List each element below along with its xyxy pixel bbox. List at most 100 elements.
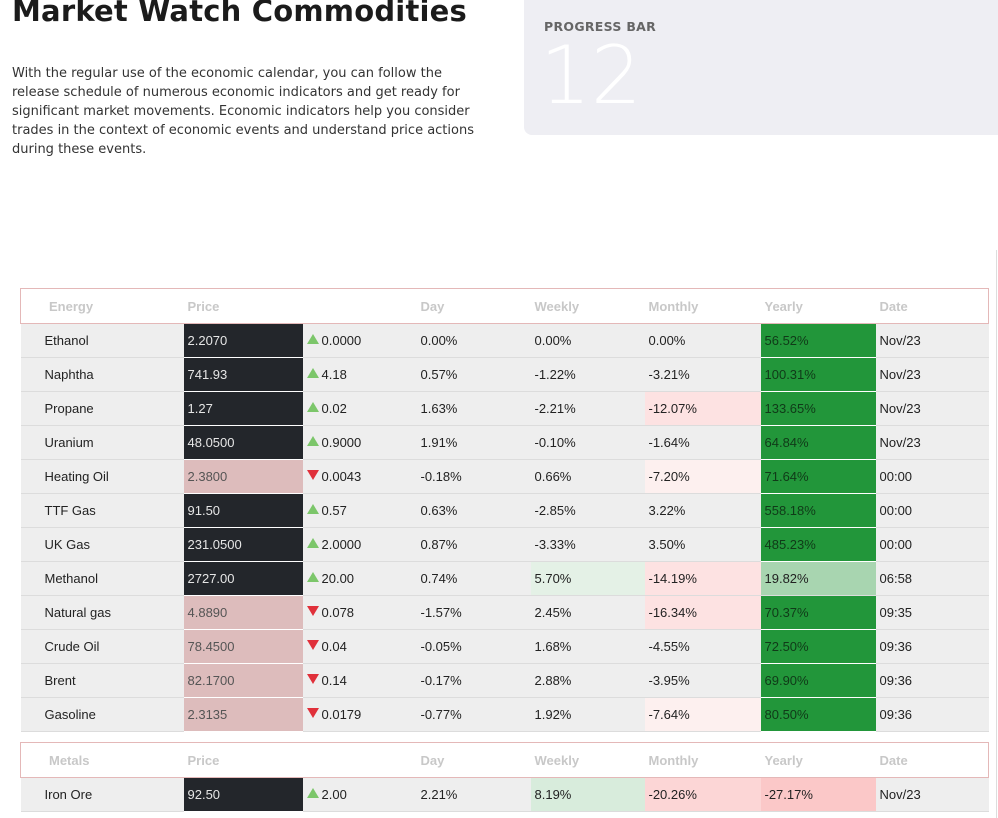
yearly-change: 64.84% — [760, 425, 876, 460]
table-row[interactable]: Crude Oil 78.4500 0.04 -0.05% 1.68% -4.55% 72.… — [20, 629, 989, 664]
table-row[interactable]: UK Gas 231.0500 2.0000 0.87% -3.33% 3.50% 485.… — [20, 527, 989, 562]
monthly-change: -14.19% — [644, 561, 761, 596]
change-value: 2.00 — [321, 787, 347, 802]
change-cell: 2.0000 — [302, 527, 417, 562]
price-cell: 78.4500 — [183, 629, 303, 664]
table-row[interactable]: Brent 82.1700 0.14 -0.17% 2.88% -3.95% 69.90% 0… — [20, 663, 989, 698]
commodity-name: Natural gas — [20, 595, 184, 630]
date-cell: 09:36 — [875, 697, 989, 732]
yearly-change: 69.90% — [760, 663, 876, 698]
change-cell: 0.078 — [302, 595, 417, 630]
date-cell: 00:00 — [875, 527, 989, 562]
column-header[interactable]: Energy — [20, 288, 184, 324]
day-change: 2.21% — [416, 777, 531, 812]
date-cell: 06:58 — [875, 561, 989, 596]
column-header[interactable]: Day — [416, 288, 531, 324]
day-change: 0.74% — [416, 561, 531, 596]
date-cell: 09:36 — [875, 629, 989, 664]
day-change: 0.00% — [416, 323, 531, 358]
monthly-change: -7.64% — [644, 697, 761, 732]
metals-table: Metals Price Day Weekly Monthly Yearly Date Iro… — [20, 742, 989, 812]
change-cell: 0.57 — [302, 493, 417, 528]
table-row[interactable]: Ethanol 2.2070 0.0000 0.00% 0.00% 0.00% 56.52%… — [20, 323, 989, 358]
arrow-up-icon — [306, 334, 319, 344]
commodity-name: Methanol — [20, 561, 184, 596]
scrollbar-track[interactable] — [996, 250, 997, 818]
weekly-change: 0.00% — [530, 323, 645, 358]
weekly-change: -2.21% — [530, 391, 645, 426]
commodity-name: Brent — [20, 663, 184, 698]
table-row[interactable]: Gasoline 2.3135 0.0179 -0.77% 1.92% -7.64% 80.… — [20, 697, 989, 732]
monthly-change: -7.20% — [644, 459, 761, 494]
weekly-change: 1.92% — [530, 697, 645, 732]
column-header[interactable]: Price — [183, 288, 303, 324]
date-cell: 00:00 — [875, 459, 989, 494]
date-cell: Nov/23 — [875, 357, 989, 392]
price-cell: 2.3135 — [183, 697, 303, 732]
column-header[interactable]: Price — [183, 742, 303, 778]
arrow-up-icon — [306, 504, 319, 514]
day-change: -0.77% — [416, 697, 531, 732]
column-header[interactable]: Monthly — [644, 288, 761, 324]
monthly-change: -4.55% — [644, 629, 761, 664]
monthly-change: -3.21% — [644, 357, 761, 392]
change-value: 0.57 — [321, 503, 347, 518]
commodity-name: Propane — [20, 391, 184, 426]
column-header[interactable]: Yearly — [760, 742, 876, 778]
date-cell: 00:00 — [875, 493, 989, 528]
monthly-change: -1.64% — [644, 425, 761, 460]
column-header[interactable] — [302, 288, 417, 324]
change-cell: 0.0000 — [302, 323, 417, 358]
table-row[interactable]: Heating Oil 2.3800 0.0043 -0.18% 0.66% -7.20%… — [20, 459, 989, 494]
arrow-down-icon — [306, 640, 319, 650]
change-value: 20.00 — [321, 571, 355, 586]
yearly-change: 133.65% — [760, 391, 876, 426]
table-row[interactable]: Natural gas 4.8890 0.078 -1.57% 2.45% -16.34%… — [20, 595, 989, 630]
price-cell: 48.0500 — [183, 425, 303, 460]
column-header[interactable] — [302, 742, 417, 778]
table-row[interactable]: Naphtha 741.93 4.18 0.57% -1.22% -3.21% 100.31… — [20, 357, 989, 392]
table-row[interactable]: Iron Ore 92.50 2.00 2.21% 8.19% -20.26% -27.17… — [20, 777, 989, 812]
table-row[interactable]: Uranium 48.0500 0.9000 1.91% -0.10% -1.64% 64.… — [20, 425, 989, 460]
column-header[interactable]: Day — [416, 742, 531, 778]
change-cell: 0.0043 — [302, 459, 417, 494]
arrow-down-icon — [306, 606, 319, 616]
price-cell: 2.2070 — [183, 323, 303, 358]
arrow-up-icon — [306, 538, 319, 548]
change-value: 0.9000 — [321, 435, 362, 450]
column-header[interactable]: Date — [875, 742, 989, 778]
table-row[interactable]: TTF Gas 91.50 0.57 0.63% -2.85% 3.22% 558.18% 0… — [20, 493, 989, 528]
column-header[interactable]: Yearly — [760, 288, 876, 324]
price-cell: 82.1700 — [183, 663, 303, 698]
price-cell: 741.93 — [183, 357, 303, 392]
change-cell: 0.0179 — [302, 697, 417, 732]
yearly-change: 100.31% — [760, 357, 876, 392]
change-value: 0.078 — [321, 605, 355, 620]
day-change: -1.57% — [416, 595, 531, 630]
weekly-change: 5.70% — [530, 561, 645, 596]
table-header-row: Energy Price Day Weekly Monthly Yearly Date — [20, 288, 989, 324]
yearly-change: 71.64% — [760, 459, 876, 494]
column-header[interactable]: Metals — [20, 742, 184, 778]
column-header[interactable]: Weekly — [530, 742, 645, 778]
table-row[interactable]: Propane 1.27 0.02 1.63% -2.21% -12.07% 133.65%… — [20, 391, 989, 426]
arrow-up-icon — [306, 788, 319, 798]
table-row[interactable]: Methanol 2727.00 20.00 0.74% 5.70% -14.19% 19.… — [20, 561, 989, 596]
price-cell: 1.27 — [183, 391, 303, 426]
day-change: -0.17% — [416, 663, 531, 698]
column-header[interactable]: Monthly — [644, 742, 761, 778]
commodity-name: Naphtha — [20, 357, 184, 392]
column-header[interactable]: Date — [875, 288, 989, 324]
arrow-up-icon — [306, 436, 319, 446]
weekly-change: 0.66% — [530, 459, 645, 494]
monthly-change: -3.95% — [644, 663, 761, 698]
commodity-name: Ethanol — [20, 323, 184, 358]
monthly-change: 3.22% — [644, 493, 761, 528]
date-cell: 09:36 — [875, 663, 989, 698]
arrow-down-icon — [306, 674, 319, 684]
table-header-row: Metals Price Day Weekly Monthly Yearly Date — [20, 742, 989, 778]
column-header[interactable]: Weekly — [530, 288, 645, 324]
weekly-change: -2.85% — [530, 493, 645, 528]
change-value: 0.14 — [321, 673, 347, 688]
weekly-change: 8.19% — [530, 777, 645, 812]
